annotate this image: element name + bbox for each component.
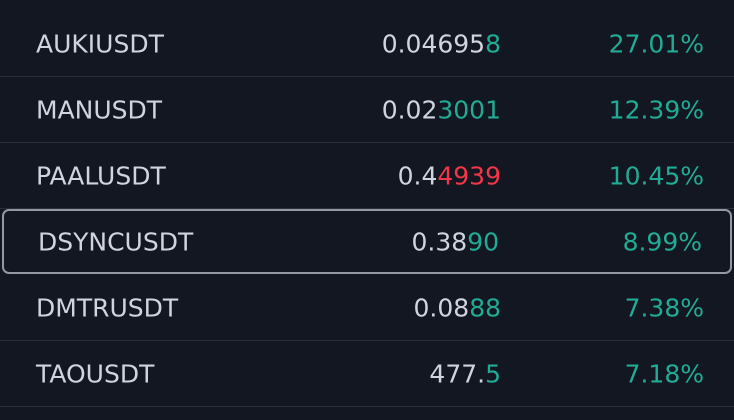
ticker-row[interactable]: PAALUSDT 0.44939 10.45% [0,144,734,209]
symbol: DMTRUSDT [36,293,179,323]
price: 0.046958 [382,30,501,59]
symbol: PAALUSDT [36,161,166,191]
change-percent: 7.38% [624,293,704,323]
price-base: 0.04695 [381,29,486,59]
price-changed: 3001 [437,95,501,125]
ticker-row[interactable]: TAOUSDT 477.5 7.18% [0,342,734,407]
price-changed: 5 [485,359,501,389]
price-changed: 88 [469,293,501,323]
symbol: DSYNCUSDT [38,227,194,256]
symbol: AUKIUSDT [36,29,164,59]
ticker-row[interactable]: DMTRUSDT 0.0888 7.38% [0,276,734,341]
ticker-row[interactable]: MANUSDT 0.023001 12.39% [0,78,734,143]
price-base: 0.08 [413,293,470,323]
ticker-row[interactable]: AUKIUSDT 0.046958 27.01% [0,12,734,77]
change-percent: 27.01% [608,29,704,59]
price-base: 0.4 [397,161,438,191]
symbol: MANUSDT [36,95,163,125]
price-base: 0.02 [381,95,438,125]
price-base: 0.38 [411,227,468,256]
price: 477.5 [429,360,501,389]
price: 0.0888 [414,294,501,323]
price: 0.3890 [412,227,499,256]
change-percent: 10.45% [608,161,704,191]
change-percent: 12.39% [608,95,704,125]
price-changed: 8 [485,29,501,59]
price-changed: 90 [467,227,499,256]
symbol: TAOUSDT [36,359,155,389]
price-changed: 4939 [437,161,501,191]
change-percent: 8.99% [622,227,702,256]
ticker-row[interactable]: DSYNCUSDT 0.3890 8.99% [2,209,732,274]
change-percent: 7.18% [624,359,704,389]
price-base: 477. [429,359,486,389]
price: 0.44939 [398,162,501,191]
price: 0.023001 [382,96,501,125]
